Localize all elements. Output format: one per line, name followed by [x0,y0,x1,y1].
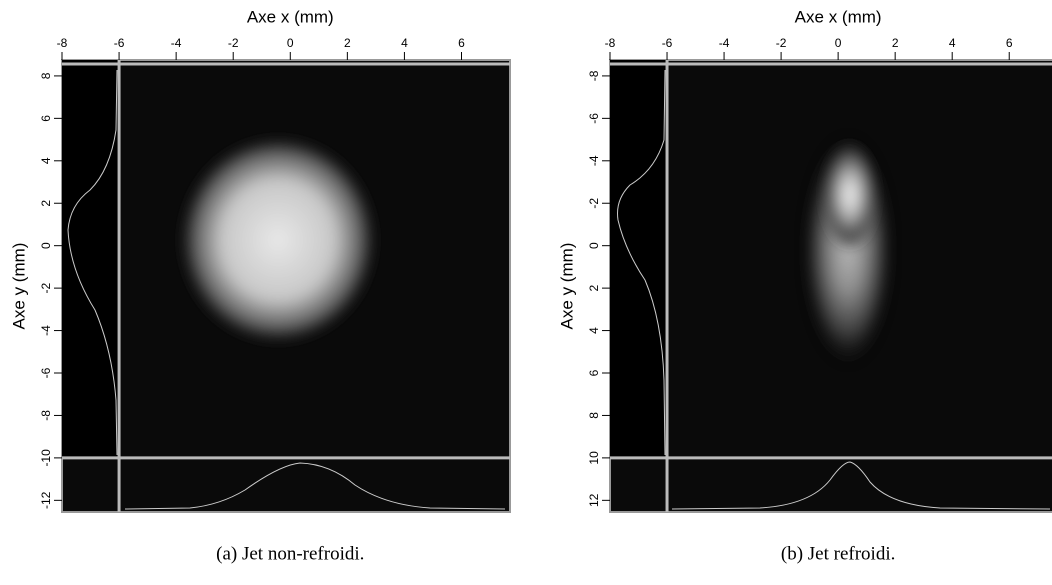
x-tick-label: -6 [114,36,125,50]
x-profile [671,461,1051,510]
x-axis-label: Axe x (mm) [795,7,882,26]
x-tick-label: -4 [171,36,182,50]
x-tick-label: -8 [605,36,616,50]
y-tick-label: -6 [587,113,601,124]
y-tick-label: 6 [587,369,601,376]
x-axis-label: Axe x (mm) [247,7,334,26]
y-axis-label: Axe y (mm) [557,243,576,330]
x-profile [124,462,506,510]
y-tick-label: -8 [39,410,53,421]
y-tick-label: 4 [587,327,601,334]
beam-spot [178,135,378,345]
x-tick-label: 2 [892,36,899,50]
y-tick-label: 6 [39,115,53,122]
y-profile [67,69,118,456]
x-tick-label: -2 [776,36,787,50]
profile-strip [62,60,119,459]
y-tick-label: -10 [39,449,53,467]
panel: -8 -6 -4 -2 0 2 4 6 -8 -6 -4 -2 0 2 4 6 8 10 12 Axe x (mm) A… [557,7,1052,564]
y-tick-label: 10 [587,451,601,465]
x-tick-label: -2 [228,36,239,50]
x-tick-label: 2 [344,36,351,50]
y-profile [617,69,666,456]
x-tick-label: -8 [57,36,68,50]
y-axis-label: Axe y (mm) [9,243,28,330]
y-tick-label: -2 [587,198,601,209]
y-tick-label: 12 [587,493,601,507]
x-tick-label: 0 [835,36,842,50]
y-tick-label: 2 [39,200,53,207]
y-tick-label: -4 [587,155,601,166]
x-tick-label: -6 [662,36,673,50]
y-tick-label: -4 [39,325,53,336]
image [610,60,1051,510]
x-tick-label: -4 [719,36,730,50]
caption: (b) Jet refroidi. [781,543,895,564]
x-tick-label: 0 [287,36,294,50]
y-tick-label: 0 [39,242,53,249]
y-tick-label: -12 [39,491,53,509]
x-tick-label: 4 [401,36,408,50]
y-tick-label: 8 [39,72,53,79]
y-tick-label: 4 [39,157,53,164]
x-tick-label: 6 [1006,36,1013,50]
y-tick-label: 8 [587,412,601,419]
beam-spot [822,140,878,250]
y-tick-label: 0 [587,242,601,249]
panel: -8 -6 -4 -2 0 2 4 6 8 6 4 2 0 -2 -4 -6 -8 -10 -12 Axe x (mm… [9,7,511,564]
image [62,60,506,510]
y-tick-label: -8 [587,70,601,81]
caption: (a) Jet non-refroidi. [216,543,364,564]
y-tick-label: -2 [39,282,53,293]
x-tick-label: 4 [949,36,956,50]
y-tick-label: -6 [39,367,53,378]
x-tick-label: 6 [458,36,465,50]
profile-strip [610,60,667,459]
y-tick-label: 2 [587,284,601,291]
